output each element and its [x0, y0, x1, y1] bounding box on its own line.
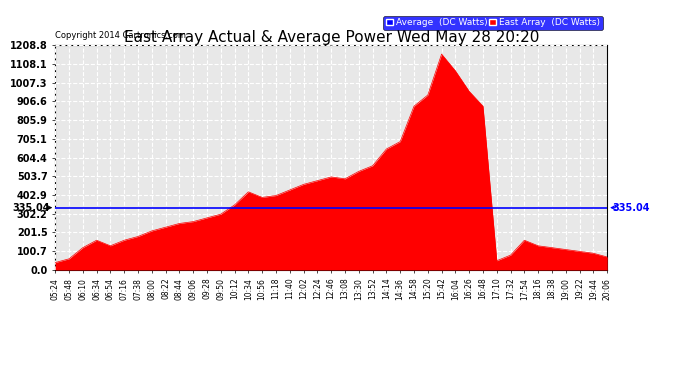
Legend: Average  (DC Watts), East Array  (DC Watts): Average (DC Watts), East Array (DC Watts… — [383, 16, 602, 30]
Text: Copyright 2014 Cartronics.com: Copyright 2014 Cartronics.com — [55, 32, 186, 40]
Text: 335.04: 335.04 — [613, 202, 650, 213]
Text: 335.04: 335.04 — [12, 202, 50, 213]
Title: East Array Actual & Average Power Wed May 28 20:20: East Array Actual & Average Power Wed Ma… — [124, 30, 539, 45]
